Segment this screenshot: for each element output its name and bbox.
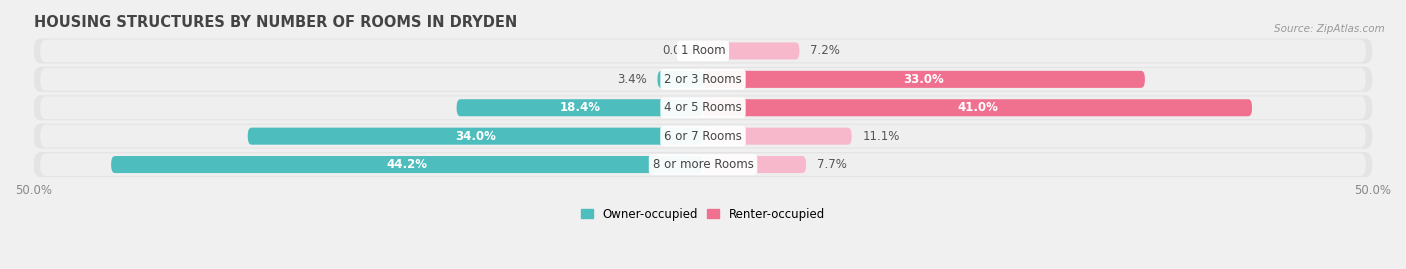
FancyBboxPatch shape xyxy=(41,68,1365,91)
FancyBboxPatch shape xyxy=(41,153,1365,176)
Text: 18.4%: 18.4% xyxy=(560,101,600,114)
Text: 44.2%: 44.2% xyxy=(387,158,427,171)
FancyBboxPatch shape xyxy=(34,95,1372,120)
FancyBboxPatch shape xyxy=(703,128,852,145)
Text: Source: ZipAtlas.com: Source: ZipAtlas.com xyxy=(1274,24,1385,34)
FancyBboxPatch shape xyxy=(41,40,1365,62)
FancyBboxPatch shape xyxy=(703,71,1144,88)
FancyBboxPatch shape xyxy=(41,125,1365,147)
FancyBboxPatch shape xyxy=(34,124,1372,149)
Text: 34.0%: 34.0% xyxy=(456,130,496,143)
Text: 41.0%: 41.0% xyxy=(957,101,998,114)
Legend: Owner-occupied, Renter-occupied: Owner-occupied, Renter-occupied xyxy=(581,208,825,221)
FancyBboxPatch shape xyxy=(703,156,806,173)
Text: 8 or more Rooms: 8 or more Rooms xyxy=(652,158,754,171)
Text: 4 or 5 Rooms: 4 or 5 Rooms xyxy=(664,101,742,114)
FancyBboxPatch shape xyxy=(111,156,703,173)
Text: 11.1%: 11.1% xyxy=(862,130,900,143)
FancyBboxPatch shape xyxy=(34,38,1372,63)
FancyBboxPatch shape xyxy=(34,67,1372,92)
Text: 3.4%: 3.4% xyxy=(617,73,647,86)
Text: 6 or 7 Rooms: 6 or 7 Rooms xyxy=(664,130,742,143)
FancyBboxPatch shape xyxy=(703,99,1251,116)
Text: 33.0%: 33.0% xyxy=(904,73,945,86)
Text: HOUSING STRUCTURES BY NUMBER OF ROOMS IN DRYDEN: HOUSING STRUCTURES BY NUMBER OF ROOMS IN… xyxy=(34,15,517,30)
FancyBboxPatch shape xyxy=(457,99,703,116)
Text: 2 or 3 Rooms: 2 or 3 Rooms xyxy=(664,73,742,86)
Text: 7.2%: 7.2% xyxy=(810,44,839,58)
Text: 1 Room: 1 Room xyxy=(681,44,725,58)
Text: 7.7%: 7.7% xyxy=(817,158,846,171)
FancyBboxPatch shape xyxy=(247,128,703,145)
Text: 0.0%: 0.0% xyxy=(662,44,692,58)
FancyBboxPatch shape xyxy=(34,152,1372,177)
FancyBboxPatch shape xyxy=(703,43,800,59)
FancyBboxPatch shape xyxy=(658,71,703,88)
FancyBboxPatch shape xyxy=(41,96,1365,119)
